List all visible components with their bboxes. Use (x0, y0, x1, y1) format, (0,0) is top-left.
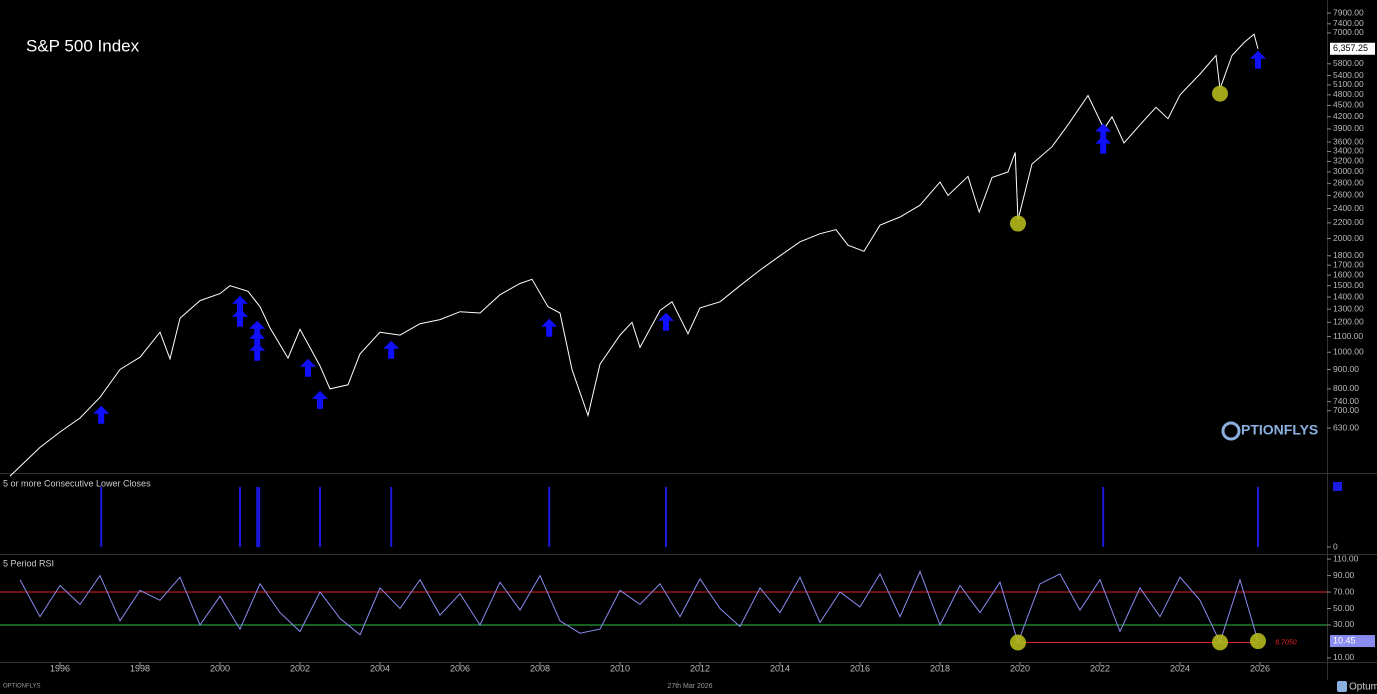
low-marker (1212, 85, 1228, 102)
x-tick-label: 2022 (1090, 663, 1110, 673)
low-marker (1010, 634, 1026, 651)
y-tick-label: 700.00 (1333, 405, 1359, 415)
x-tick-label: 1996 (50, 663, 70, 673)
support-label: 8.7050 (1275, 639, 1297, 646)
footer-logo (1337, 681, 1347, 692)
chart-title: S&P 500 Index (26, 36, 140, 55)
x-tick-label: 1998 (130, 663, 150, 673)
y-tick-label: 90.00 (1333, 570, 1355, 580)
y-tick-label: 3600.00 (1333, 136, 1364, 146)
signal-arrow (232, 308, 248, 327)
rsi-line (19, 570, 1259, 645)
last-value-box (1330, 635, 1375, 648)
x-tick-label: 2020 (1010, 663, 1030, 673)
signal-arrow (232, 295, 248, 314)
y-tick-label: 1100.00 (1333, 331, 1363, 341)
y-tick-label: 3900.00 (1333, 123, 1364, 133)
y-tick-label: 1200.00 (1333, 317, 1364, 327)
low-marker (1250, 633, 1266, 650)
footer-brand: Optuma (1349, 682, 1377, 693)
x-tick-label: 2012 (690, 663, 710, 673)
y-tick-label: 10.00 (1333, 652, 1355, 662)
y-tick-label: 3000.00 (1333, 166, 1364, 176)
y-tick-label: 50.00 (1333, 603, 1355, 613)
signal-arrow (249, 342, 266, 361)
legend-swatch (1333, 482, 1342, 491)
y-tick-label: 900.00 (1333, 364, 1359, 374)
y-tick-label: 70.00 (1333, 586, 1355, 596)
signal-arrow (249, 320, 266, 339)
x-tick-label: 2014 (770, 663, 790, 673)
x-tick-label: 2026 (1250, 663, 1270, 673)
signal-arrow (541, 318, 558, 337)
y-tick-label: 4200.00 (1333, 111, 1364, 121)
x-tick-label: 2016 (850, 663, 870, 673)
signal-arrow (658, 312, 674, 331)
y-tick-label: 1700.00 (1333, 259, 1364, 269)
footer-date: 27th Mar 2026 (667, 683, 712, 690)
x-tick-label: 2000 (210, 663, 230, 673)
y-tick-label: 5800.00 (1333, 58, 1364, 68)
signal-arrow (1095, 135, 1112, 154)
y-tick-label: 3400.00 (1333, 146, 1364, 156)
y-tick-label: 110.00 (1333, 553, 1359, 563)
current-price: 6,357.25 (1333, 43, 1368, 53)
low-marker (1010, 215, 1026, 232)
y-tick-label: 5400.00 (1333, 70, 1364, 80)
y-tick-label: 7400.00 (1333, 18, 1364, 28)
y-tick-label: 800.00 (1333, 383, 1359, 393)
watermark-logo (1221, 421, 1241, 441)
y-tick-label: 2000.00 (1333, 233, 1364, 243)
y-tick-label: 7900.00 (1333, 7, 1364, 17)
y-tick-label: 4800.00 (1333, 89, 1364, 99)
x-tick-label: 2006 (450, 663, 470, 673)
y-tick-label: 2600.00 (1333, 190, 1364, 200)
price-line (9, 33, 1259, 477)
x-tick-label: 2010 (610, 663, 630, 673)
panel-title: 5 Period RSI (3, 558, 54, 568)
y-tick-label: 2200.00 (1333, 217, 1364, 227)
current-price-box (1330, 42, 1375, 55)
low-marker (1212, 634, 1228, 651)
y-tick-label: 1500.00 (1333, 280, 1364, 290)
y-tick-label: 740.00 (1333, 396, 1359, 406)
y-tick-label: 2400.00 (1333, 203, 1364, 213)
x-tick-label: 2004 (370, 663, 390, 673)
signal-arrow (1095, 123, 1112, 142)
y-tick-label: 2800.00 (1333, 178, 1364, 188)
panel-title: 5 or more Consecutive Lower Closes (3, 478, 151, 488)
y-tick-label: 30.00 (1333, 619, 1355, 629)
signal-arrow (93, 405, 110, 424)
x-tick-label: 2018 (930, 663, 950, 673)
y-tick-label: 1300.00 (1333, 303, 1364, 313)
signal-arrow (300, 358, 316, 377)
y-tick-label: 1600.00 (1333, 269, 1364, 279)
x-tick-label: 2008 (530, 663, 550, 673)
signal-arrow (383, 340, 400, 359)
y-tick-label: 630.00 (1333, 422, 1359, 432)
y-tick-label: 1400.00 (1333, 291, 1364, 301)
footer-brand: OPTIONFLYS (3, 684, 41, 690)
y-tick-label: 7000.00 (1333, 27, 1364, 37)
x-tick-label: 2024 (1170, 663, 1190, 673)
y-tick-label: 0 (1333, 541, 1338, 551)
y-tick-label: 3200.00 (1333, 156, 1364, 166)
x-tick-label: 2002 (290, 663, 310, 673)
y-tick-label: 5100.00 (1333, 79, 1364, 89)
y-tick-label: 1800.00 (1333, 250, 1364, 260)
watermark: PTIONFLYS (1241, 422, 1318, 438)
y-tick-label: 4500.00 (1333, 100, 1364, 110)
signal-arrow (312, 390, 328, 409)
signal-arrow (1250, 50, 1266, 69)
signal-arrow (249, 330, 266, 349)
last-value: 10.45 (1333, 635, 1356, 645)
y-tick-label: 1000.00 (1333, 346, 1364, 356)
